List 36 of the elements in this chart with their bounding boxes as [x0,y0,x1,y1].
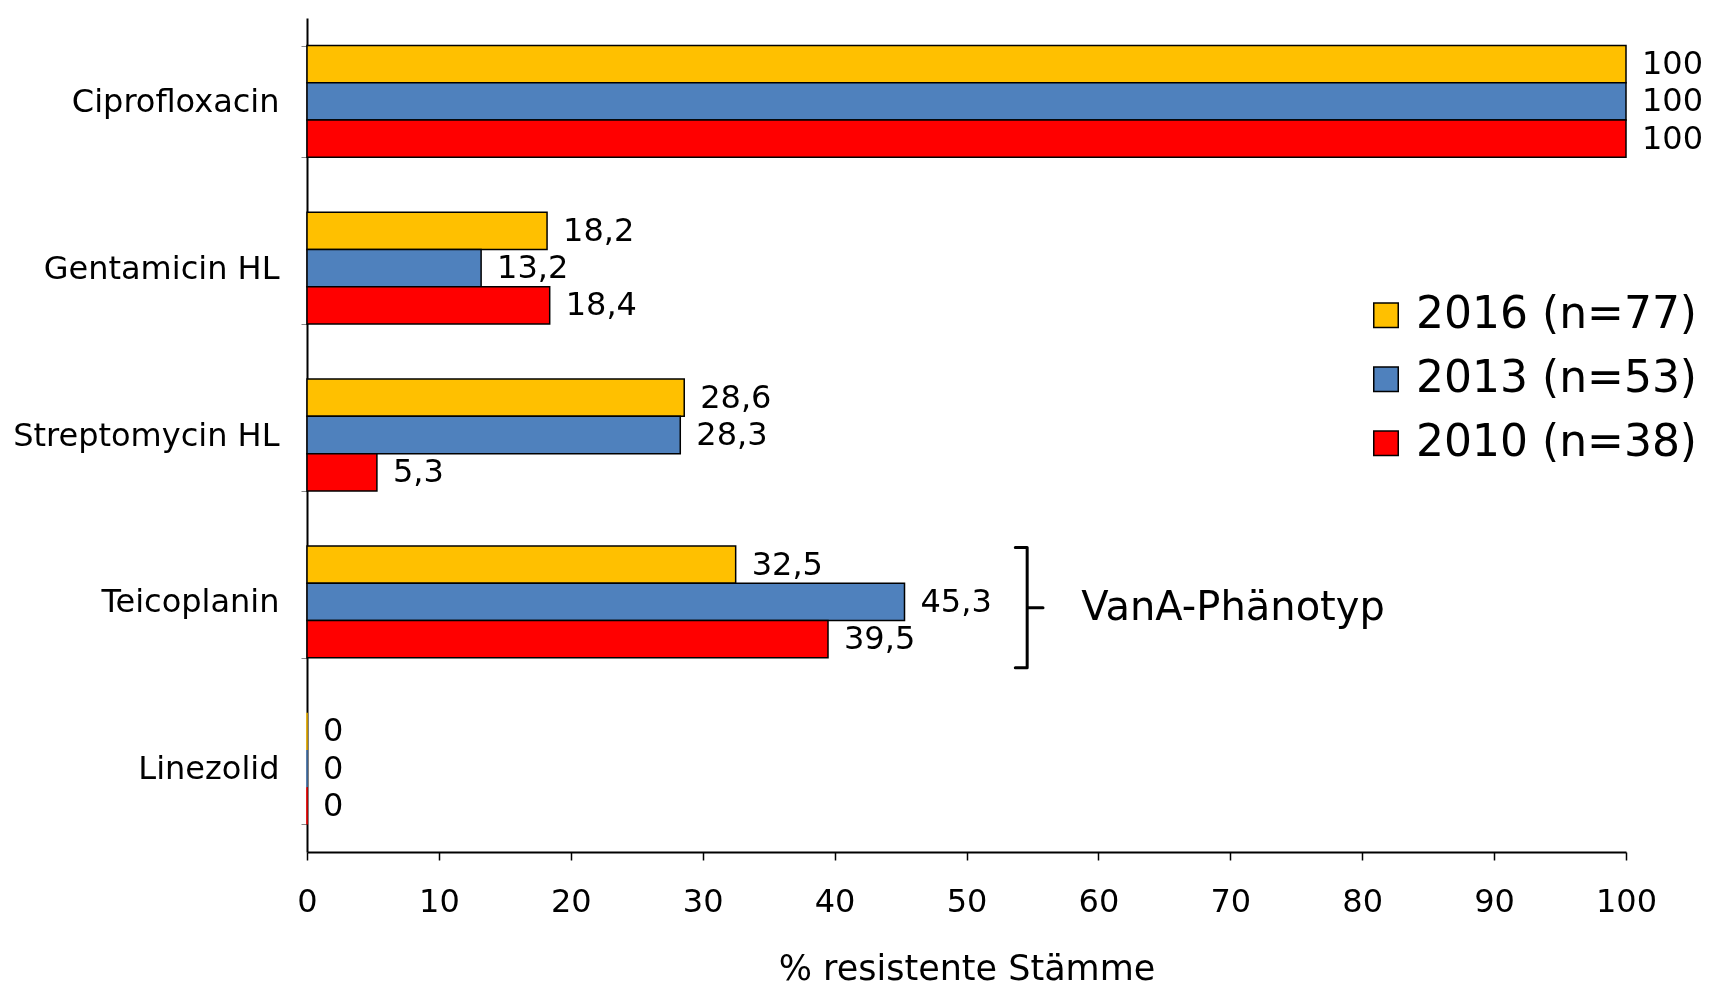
data-label: 28,6 [700,377,772,416]
y-tick-label: Ciprofloxacin [71,81,280,120]
x-tick-label: 50 [946,881,988,920]
legend-label: 2010 (n=38) [1416,415,1698,467]
x-axis-title: % resistente Stämme [778,947,1156,983]
legend-label: 2013 (n=53) [1416,351,1698,403]
data-label: 0 [323,748,344,787]
x-tick-label: 20 [550,881,592,920]
x-tick-label: 40 [814,881,856,920]
x-tick-label: 80 [1342,881,1384,920]
y-tick-label: Gentamicin HL [43,248,280,287]
y-tick-label: Streptomycin HL [13,415,280,454]
x-tick-label: 100 [1595,881,1658,920]
data-label: 100 [1642,118,1704,157]
data-label: 32,5 [751,544,823,583]
x-tick-label: 60 [1078,881,1120,920]
data-label: 18,2 [563,210,635,249]
x-tick-label: 0 [297,881,318,920]
data-label: 45,3 [920,581,992,620]
legend-label: 2016 (n=77) [1416,287,1698,339]
data-label: 5,3 [392,452,444,491]
data-label: 18,4 [565,285,637,324]
data-label: 100 [1642,44,1704,83]
y-tick-label: Linezolid [138,749,280,788]
data-label: 100 [1642,81,1704,120]
x-tick-label: 10 [419,881,460,920]
x-tick-label: 30 [682,881,724,920]
y-tick-label: Teicoplanin [100,582,280,621]
data-label: 0 [323,785,344,824]
data-label: 0 [323,711,344,750]
x-tick-label: 70 [1210,881,1252,920]
x-tick-label: 90 [1474,881,1515,920]
data-label: 39,5 [844,619,916,658]
annotation: VanA-Phänotyp [1081,582,1385,629]
data-label: 28,3 [696,415,768,453]
data-label: 13,2 [497,248,569,287]
